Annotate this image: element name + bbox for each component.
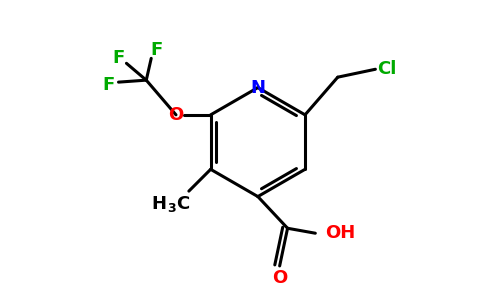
Text: O: O [272,269,287,287]
Text: O: O [168,106,183,124]
Text: OH: OH [325,224,355,242]
Text: C: C [176,195,189,213]
Text: H: H [151,195,166,213]
Text: 3: 3 [167,202,176,215]
Text: N: N [250,79,265,97]
Text: F: F [103,76,115,94]
Text: F: F [112,50,125,68]
Text: F: F [150,41,162,59]
Text: Cl: Cl [378,60,397,78]
